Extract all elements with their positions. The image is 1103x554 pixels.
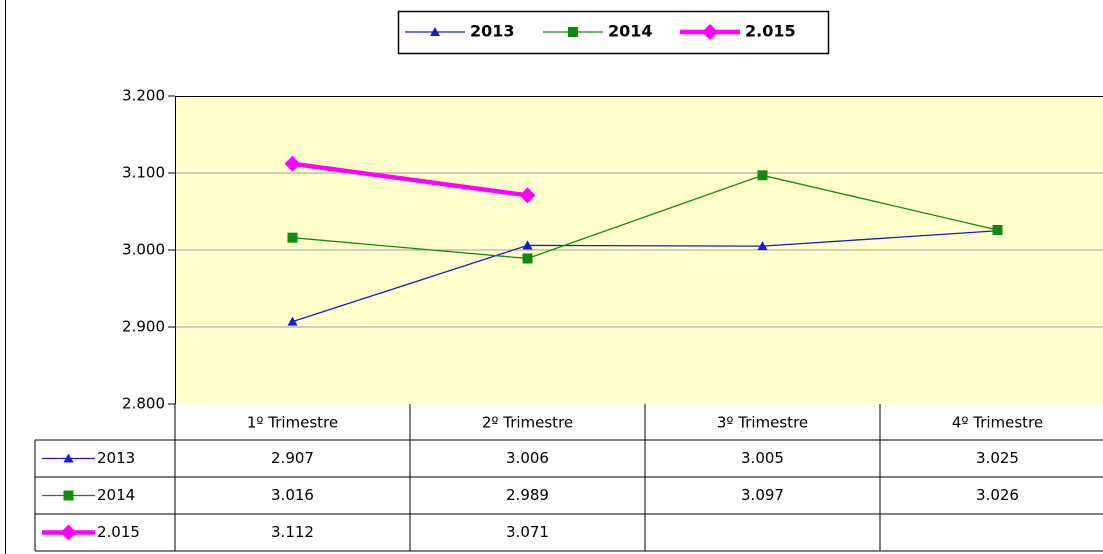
category-label: 3º Trimestre [717,414,808,432]
table-value: 3.097 [741,486,784,504]
legend-label: 2014 [608,22,653,41]
category-label: 2º Trimestre [482,414,573,432]
legend-marker [702,24,718,40]
row-label: 2.015 [97,523,140,541]
row-label: 2013 [97,449,135,467]
y-tick-label: 3.100 [122,164,165,182]
y-tick-label: 2.800 [122,395,165,413]
series-line [292,174,998,260]
legend-label: 2.015 [745,22,796,41]
data-point [284,155,301,172]
y-tick-label: 3.000 [122,241,165,259]
series-line [292,161,528,198]
legend-label: 2013 [470,22,515,41]
data-point [287,316,298,326]
y-tick-label: 3.200 [122,87,165,105]
series-line [292,230,998,323]
legend-marker [430,27,440,36]
data-point [522,253,533,264]
table-value: 3.026 [976,486,1019,504]
y-tick-label: 2.900 [122,318,165,336]
table-legend-marker [63,490,74,501]
table-value: 3.025 [976,449,1019,467]
category-label: 1º Trimestre [247,414,338,432]
table-value: 3.006 [506,449,549,467]
row-label: 2014 [97,486,135,504]
table-value: 3.071 [506,523,549,541]
data-point [519,187,536,204]
legend-marker [568,27,578,37]
table-value: 3.112 [271,523,314,541]
table-value: 3.005 [741,449,784,467]
table-value: 2.989 [506,486,549,504]
data-point [757,241,768,251]
table-value: 2.907 [271,449,314,467]
category-label: 4º Trimestre [952,414,1043,432]
legend [397,10,830,55]
data-point [522,240,533,250]
data-point [757,170,768,181]
table-legend-marker [63,453,74,463]
data-point [287,232,298,243]
table-legend-marker [60,524,77,541]
data-point [992,224,1003,235]
table-value: 3.016 [271,486,314,504]
